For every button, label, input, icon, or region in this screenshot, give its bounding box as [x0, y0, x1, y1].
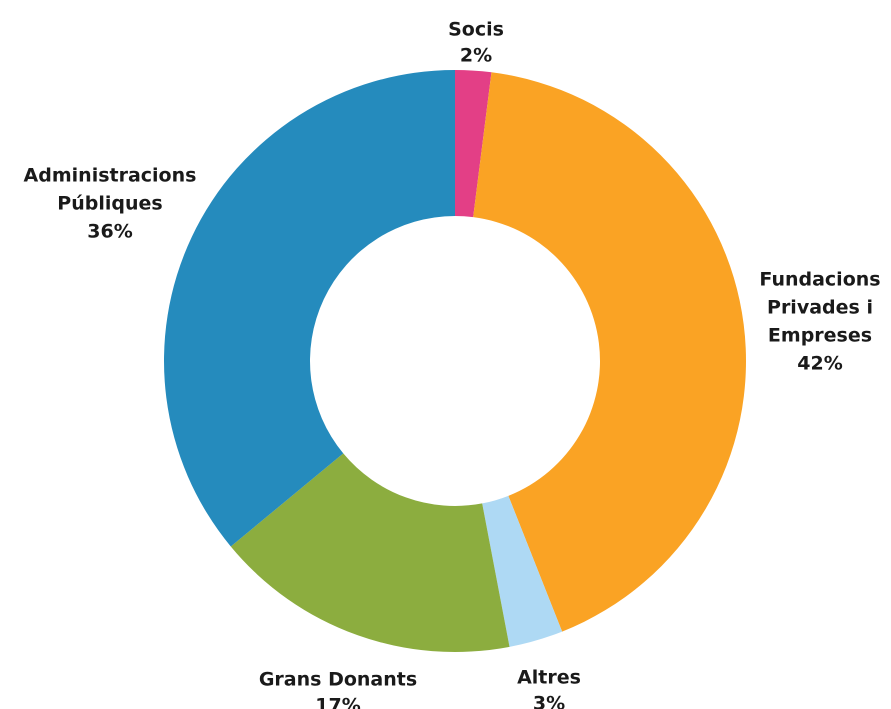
donut-slices: [163, 70, 746, 652]
slice-value-label-1: 42%: [797, 353, 842, 375]
slice-category-label-1: Fundacions: [759, 269, 880, 291]
donut-labels: Socis 2% Fundacions Privades i Empreses 42% Al…: [24, 19, 881, 709]
donut-slice-1: [473, 72, 746, 632]
slice-category-label-0: Socis: [448, 19, 504, 41]
slice-category-label-3: Grans Donants: [259, 669, 417, 691]
slice-category-label-2: Altres: [517, 667, 581, 689]
slice-category-label-1: Privades i: [767, 297, 873, 319]
slice-category-label-4: Administracions: [24, 165, 197, 187]
slice-category-label-1: Empreses: [768, 325, 872, 347]
donut-slice-0: [455, 70, 492, 218]
donut-slice-3: [230, 453, 510, 652]
slice-value-label-3: 17%: [315, 695, 360, 709]
slice-value-label-4: 36%: [87, 221, 132, 243]
slice-value-label-0: 2%: [460, 45, 492, 67]
slice-value-label-2: 3%: [533, 693, 565, 709]
donut-slice-4: [163, 70, 455, 547]
slice-category-label-4: Públiques: [57, 193, 162, 215]
donut-slice-2: [482, 495, 563, 647]
